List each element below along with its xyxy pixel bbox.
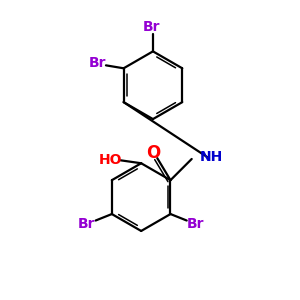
Text: HO: HO	[98, 153, 122, 167]
Text: Br: Br	[78, 217, 96, 231]
Text: Br: Br	[187, 217, 204, 231]
Text: NH: NH	[200, 150, 223, 164]
Text: Br: Br	[88, 56, 106, 70]
Text: Br: Br	[143, 20, 160, 34]
Text: O: O	[147, 144, 161, 162]
